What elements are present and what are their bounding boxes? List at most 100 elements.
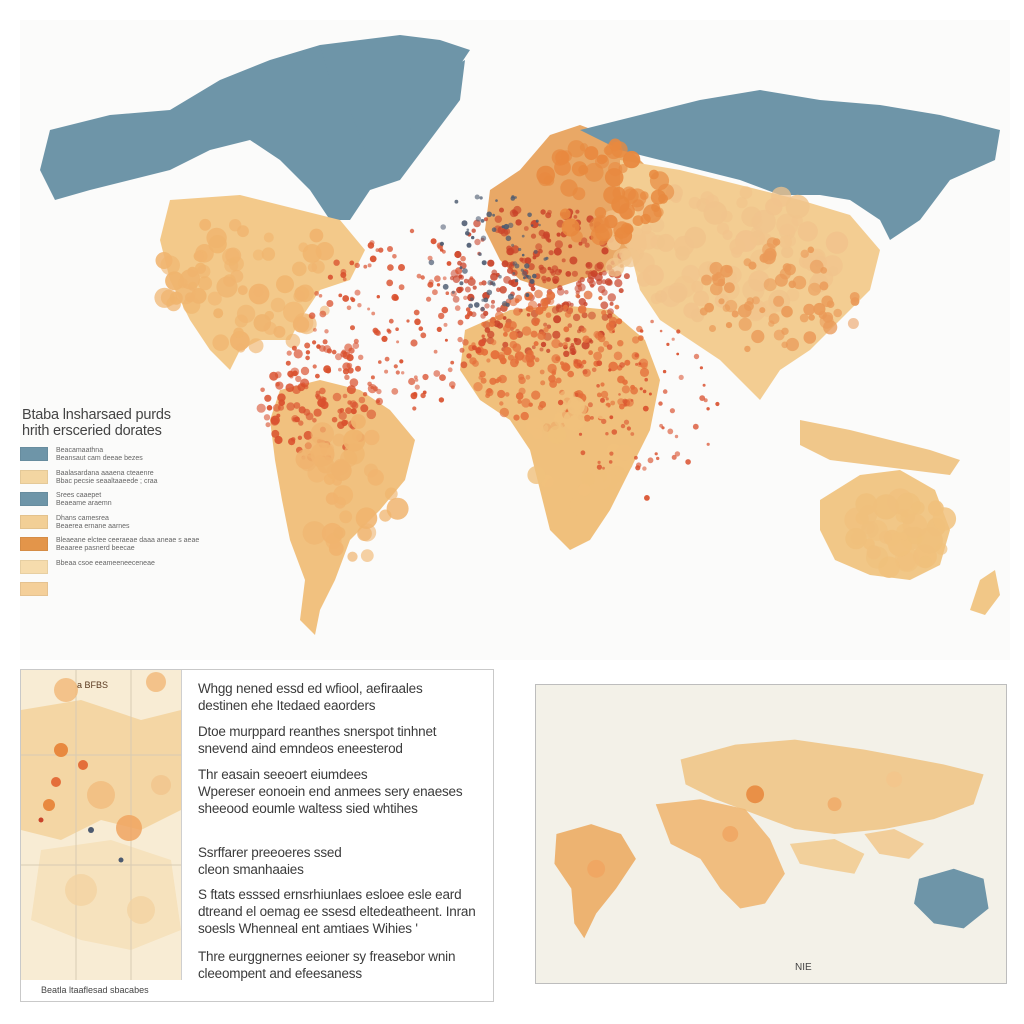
- density-dot: [286, 402, 295, 411]
- density-dot: [269, 371, 279, 381]
- density-dot: [503, 332, 508, 337]
- density-dot: [505, 302, 510, 307]
- density-dot: [474, 194, 480, 200]
- density-dot: [693, 353, 700, 360]
- density-dot: [278, 399, 286, 407]
- legend-text: Baalasardana aaaena cteaenre Bbac pecsie…: [56, 470, 158, 486]
- density-dot: [406, 319, 410, 323]
- density-dot: [610, 400, 616, 406]
- density-dot: [331, 460, 352, 481]
- density-dot: [919, 555, 932, 569]
- density-dot: [544, 477, 565, 497]
- density-dot: [600, 382, 605, 387]
- density-dot: [538, 223, 541, 227]
- density-dot: [781, 305, 793, 318]
- density-dot: [561, 258, 566, 263]
- density-dot: [499, 401, 504, 406]
- density-dot: [487, 279, 494, 286]
- density-dot: [366, 409, 377, 420]
- density-dot: [781, 341, 788, 349]
- density-dot: [619, 362, 625, 368]
- density-dot: [542, 420, 565, 444]
- small-world-map[interactable]: NIE: [535, 684, 1007, 984]
- density-dot: [709, 325, 716, 332]
- density-dot: [436, 283, 441, 287]
- density-dot: [642, 405, 649, 412]
- density-dot: [360, 549, 374, 562]
- density-dot: [436, 326, 442, 332]
- paragraph-line: cleon smanhaaies: [198, 862, 304, 877]
- density-dot: [649, 169, 659, 180]
- density-dot: [358, 354, 364, 360]
- density-dot: [344, 374, 350, 380]
- density-dot: [833, 308, 842, 318]
- density-dot: [508, 222, 514, 228]
- legend-item-line2: Bbac pecsie seaaltaaeede ; craa: [56, 477, 158, 485]
- density-dot: [809, 259, 824, 274]
- density-dot: [410, 392, 418, 400]
- density-dot: [542, 279, 547, 284]
- density-dot: [222, 248, 240, 266]
- density-dot: [413, 375, 418, 380]
- density-dot: [450, 360, 455, 365]
- density-dot: [765, 198, 783, 216]
- paragraph-line: snevend aind emndeos eneesterod: [198, 741, 403, 756]
- density-dot: [305, 350, 311, 355]
- density-dot: [433, 370, 441, 377]
- density-dot: [516, 286, 521, 291]
- density-dot: [530, 233, 537, 239]
- density-dot: [514, 263, 520, 269]
- density-dot: [539, 369, 545, 375]
- density-dot: [585, 262, 591, 268]
- density-dot: [688, 196, 701, 209]
- density-dot: [340, 268, 347, 275]
- density-dot: [654, 452, 658, 456]
- density-dot: [451, 290, 455, 294]
- density-dot: [751, 296, 760, 305]
- density-dot: [644, 495, 650, 501]
- density-dot: [371, 311, 376, 316]
- density-dot: [449, 276, 455, 281]
- density-dot: [722, 304, 731, 312]
- density-dot: [381, 335, 388, 342]
- world-map[interactable]: [20, 20, 1010, 660]
- density-dot: [273, 325, 286, 338]
- density-dot: [568, 244, 573, 249]
- density-dot: [513, 414, 520, 421]
- density-dot: [509, 209, 518, 218]
- density-dot: [594, 207, 607, 219]
- density-dot: [578, 241, 583, 246]
- density-dot: [581, 359, 587, 365]
- legend-text: Dhans camesrea Beaerea ernane aarnes: [56, 515, 130, 531]
- density-dot: [358, 396, 366, 404]
- density-dot: [685, 459, 691, 465]
- density-dot: [808, 282, 821, 296]
- density-dot: [573, 215, 578, 219]
- southeast-asia-islands: [800, 420, 960, 475]
- density-dot: [895, 492, 921, 518]
- density-dot: [285, 360, 291, 366]
- density-dot: [395, 327, 399, 332]
- density-dot: [337, 421, 345, 430]
- density-dot: [642, 466, 647, 471]
- density-dot: [491, 227, 497, 232]
- small-map-bubble: [587, 859, 606, 878]
- legend-text: Srees caaepet Beaeame araemn: [56, 492, 112, 508]
- inset-region: [21, 700, 181, 840]
- density-dot: [597, 460, 601, 464]
- density-dot: [253, 286, 264, 297]
- density-dot: [498, 354, 505, 361]
- density-dot: [312, 364, 317, 369]
- density-dot: [428, 259, 435, 266]
- density-dot: [634, 455, 638, 460]
- density-dot: [601, 270, 607, 276]
- density-dot: [457, 319, 464, 326]
- paragraph-line: Wpereser eonoein end anmees sery enaeses: [198, 784, 463, 799]
- density-dot: [248, 338, 264, 354]
- density-dot: [578, 432, 583, 436]
- density-dot: [567, 370, 574, 378]
- inset-map[interactable]: a BFBS: [21, 670, 182, 980]
- density-dot: [335, 353, 342, 361]
- density-dot: [285, 383, 295, 393]
- density-dot: [535, 243, 543, 251]
